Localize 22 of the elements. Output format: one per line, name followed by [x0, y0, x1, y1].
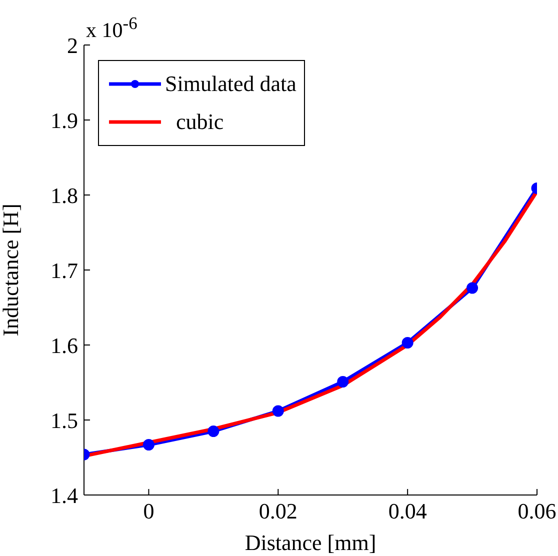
legend-label: Simulated data [165, 70, 296, 98]
text: x 10$^{-6}$ [86, 13, 138, 43]
x-tick-label: 0.04 [388, 498, 427, 524]
y-tick-label: 1.4 [50, 482, 78, 508]
x-tick-label: 0.06 [518, 498, 556, 524]
point [402, 337, 414, 348]
y-axis-title: Inductance [H] [0, 204, 23, 336]
x-tick-label: 0.02 [258, 498, 298, 524]
y-tick-label: 1.8 [50, 182, 78, 208]
y-tick-label: 1.5 [50, 408, 78, 433]
point [272, 405, 284, 417]
point [337, 376, 349, 388]
point [142, 439, 154, 450]
x-axis-title: Distance [mm] [244, 530, 376, 555]
y-tick-label: 1.6 [50, 332, 78, 358]
y-tick-label: 1.9 [50, 108, 78, 133]
y-tick-label: 2 [67, 32, 78, 58]
y-tick-label: 1.7 [50, 258, 78, 283]
x-tick-label: 0 [143, 498, 154, 524]
point [208, 426, 220, 437]
point [466, 282, 478, 294]
legend-label: cubic [175, 108, 224, 136]
